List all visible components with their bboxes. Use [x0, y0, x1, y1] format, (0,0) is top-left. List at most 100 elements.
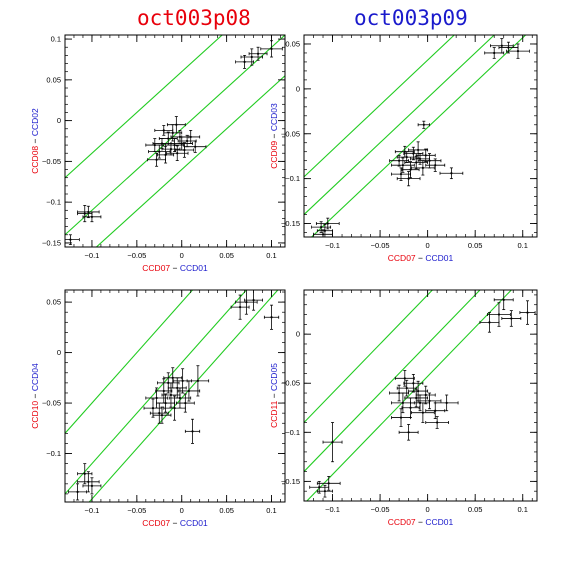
data-point [181, 129, 201, 144]
data-point [147, 152, 166, 167]
x-tick-label: 0 [426, 505, 430, 514]
data-point [77, 205, 100, 219]
data-point [186, 365, 210, 397]
data-point [260, 40, 283, 58]
data-point [408, 141, 429, 159]
reference-line-1 [304, 290, 434, 423]
y-tick-label: −0.05 [281, 129, 300, 138]
y-tick-label: −0.1 [285, 428, 300, 437]
reference-line-1 [65, 290, 194, 434]
data-point [163, 367, 183, 389]
x-tick-label: −0.05 [371, 241, 390, 250]
y-tick-label: −0.05 [42, 399, 61, 408]
x-axis-label: CCD07 − CCD01 [142, 518, 208, 528]
data-point [394, 145, 415, 158]
data-point [394, 370, 415, 387]
data-point [506, 43, 530, 59]
data-point [77, 471, 100, 493]
data-point [145, 138, 165, 153]
plot-frame [64, 289, 286, 503]
data-point [68, 483, 87, 501]
y-tick-label: 0 [57, 348, 61, 357]
y-axis-label: CCD08 − CCD02 [30, 108, 40, 174]
x-tick-label: 0.1 [266, 251, 276, 260]
plot-frame [303, 289, 538, 502]
y-tick-label: 0.05 [285, 39, 300, 48]
data-point [82, 211, 102, 223]
x-tick-label: −0.05 [371, 505, 390, 514]
x-tick-label: 0.05 [219, 506, 234, 515]
y-tick-label: 0 [57, 116, 61, 125]
data-point [425, 416, 449, 429]
x-tick-label: 0.05 [468, 241, 483, 250]
data-point [316, 476, 341, 491]
x-tick-label: −0.1 [85, 506, 100, 515]
data-point [417, 120, 430, 129]
data-point [404, 388, 429, 408]
x-axis-label: CCD07 − CCD01 [388, 517, 454, 527]
data-point [404, 155, 429, 170]
data-point [77, 463, 93, 485]
y-tick-label: 0 [296, 330, 300, 339]
data-point [439, 167, 464, 180]
data-point [417, 392, 442, 410]
y-tick-label: −0.05 [42, 157, 61, 166]
x-tick-label: 0.1 [518, 505, 528, 514]
y-tick-label: −0.1 [46, 449, 61, 458]
data-point [425, 402, 446, 419]
y-tick-label: −0.1 [285, 174, 300, 183]
y-tick-label: 0.1 [51, 35, 61, 44]
data-point [165, 138, 184, 153]
reference-line-2 [65, 290, 248, 495]
data-point [230, 294, 250, 320]
data-point [398, 424, 419, 441]
data-point [322, 422, 343, 463]
y-tick-label: −0.15 [281, 219, 300, 228]
data-point [479, 312, 500, 333]
scatter-panel-1: −0.1 −0.05 0 0.05 0.1 −0.15 −0.1 −0.05 0 0.05 0.1 C… [30, 34, 286, 273]
data-point [175, 393, 195, 413]
data-point [411, 402, 435, 423]
scatter-panel-2: −0.1 −0.05 0 0.05 0.1 −0.15 −0.1 −0.05 0 0.05 CCD0… [269, 34, 538, 263]
x-tick-label: −0.05 [127, 251, 146, 260]
data-point [408, 380, 429, 402]
data-point [403, 146, 424, 161]
data-point [244, 290, 263, 311]
data-point [316, 484, 333, 498]
data-point [391, 392, 415, 414]
panel-title-left: oct003p08 [137, 6, 251, 30]
reference-line-1 [304, 35, 456, 178]
x-tick-label: 0 [180, 506, 184, 515]
x-tick-label: −0.05 [127, 506, 146, 515]
reference-line-2 [65, 35, 285, 236]
reference-line-1 [65, 35, 223, 179]
data-point [248, 46, 268, 61]
data-point [163, 395, 186, 421]
x-tick-label: 0.05 [219, 251, 234, 260]
x-tick-label: −0.1 [85, 251, 100, 260]
y-tick-label: 0 [296, 84, 300, 93]
x-axis-label: CCD07 − CCD01 [388, 253, 454, 263]
panel-title-right: oct003p09 [354, 6, 468, 30]
y-tick-label: −0.15 [281, 477, 300, 486]
data-point [152, 406, 172, 424]
data-point [410, 394, 430, 412]
data-point [166, 116, 186, 134]
plot-frame [64, 34, 286, 248]
data-point [487, 302, 511, 327]
data-point [391, 408, 411, 427]
data-point [501, 310, 522, 327]
data-point [403, 373, 424, 393]
data-point [240, 48, 263, 66]
reference-line-3 [310, 35, 527, 237]
y-axis-label: CCD10 − CCD04 [30, 363, 40, 429]
scatter-panel-3: −0.1 −0.05 0 0.05 0.1 −0.1 −0.05 0 0.05 CCD07 − C… [30, 289, 286, 528]
x-axis-label: CCD07 − CCD01 [142, 263, 208, 273]
x-tick-label: 0.1 [518, 241, 528, 250]
plot-frame [303, 34, 538, 238]
scatter-panel-4: −0.1 −0.05 0 0.05 0.1 −0.15 −0.1 −0.05 0 CCD07 − … [269, 289, 538, 527]
data-point [434, 394, 459, 412]
data-point [184, 140, 207, 153]
y-tick-label: 0.05 [46, 75, 61, 84]
